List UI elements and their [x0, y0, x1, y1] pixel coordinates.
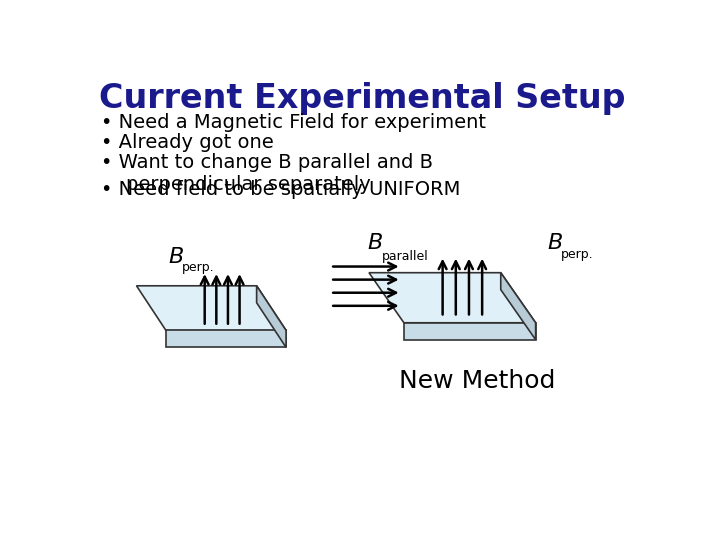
Polygon shape: [166, 330, 286, 347]
Polygon shape: [500, 273, 536, 340]
Polygon shape: [369, 273, 536, 323]
Text: • Need field to be spatially UNIFORM: • Need field to be spatially UNIFORM: [101, 180, 460, 199]
Text: • Need a Magnetic Field for experiment: • Need a Magnetic Field for experiment: [101, 112, 486, 132]
Text: $\mathit{B}$: $\mathit{B}$: [168, 247, 184, 267]
Polygon shape: [256, 286, 286, 347]
Text: • Already got one: • Already got one: [101, 132, 274, 152]
Text: perp.: perp.: [561, 248, 594, 261]
Text: $\mathit{B}$: $\mathit{B}$: [547, 233, 563, 253]
Polygon shape: [137, 286, 286, 330]
Text: perp.: perp.: [181, 261, 214, 274]
Text: New Method: New Method: [400, 369, 556, 393]
Text: parallel: parallel: [382, 251, 428, 264]
Text: $\mathit{B}$: $\mathit{B}$: [367, 233, 383, 253]
Text: • Want to change B parallel and B
    perpendicular separately: • Want to change B parallel and B perpen…: [101, 153, 433, 193]
Polygon shape: [404, 323, 536, 340]
Text: Current Experimental Setup: Current Experimental Setup: [99, 82, 626, 114]
